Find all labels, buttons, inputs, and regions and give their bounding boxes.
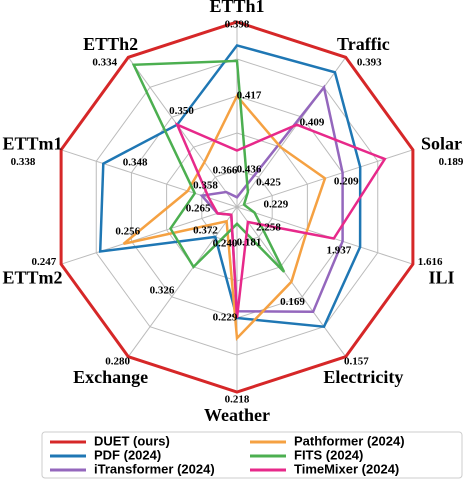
axis-name: ETTm1 — [3, 134, 63, 154]
tick-label: 0.393 — [357, 57, 382, 69]
legend-label: TimeMixer (2024) — [294, 461, 399, 476]
axis-name: Solar — [421, 134, 462, 154]
axis-name: ILI — [428, 268, 454, 288]
legend-label: Pathformer (2024) — [294, 433, 405, 448]
tick-label: 0.229 — [213, 312, 238, 324]
axis-name: Traffic — [337, 34, 390, 54]
tick-label: 0.334 — [92, 57, 117, 69]
axis-name: ETTm2 — [3, 268, 63, 288]
tick-label: 0.338 — [11, 156, 36, 168]
spoke — [236, 57, 347, 208]
tick-label: 2.258 — [256, 221, 281, 233]
axis-name: Electricity — [323, 367, 403, 387]
axis-name: Exchange — [73, 367, 148, 387]
axis-name: Weather — [204, 405, 270, 425]
tick-label: 0.169 — [280, 296, 305, 308]
tick-label: 0.181 — [237, 236, 262, 248]
tick-label: 0.372 — [193, 225, 218, 237]
legend-label: iTransformer (2024) — [94, 461, 215, 476]
tick-label: 0.425 — [256, 176, 281, 188]
series-polygon — [131, 59, 286, 273]
spoke — [60, 206, 238, 265]
tick-label: 0.247 — [32, 256, 57, 268]
tick-label: 0.189 — [439, 156, 464, 168]
legend: DUET (ours)PDF (2024)iTransformer (2024)… — [41, 431, 463, 479]
tick-label: 0.348 — [123, 157, 148, 169]
tick-label: 0.417 — [237, 90, 262, 102]
tick-label: 0.280 — [105, 356, 130, 368]
tick-label: 0.398 — [225, 19, 250, 31]
series-polygon — [59, 20, 415, 394]
tick-label: 0.326 — [150, 284, 175, 296]
series-polygon — [174, 122, 387, 319]
tick-label: 0.350 — [169, 105, 194, 117]
tick-label: 0.157 — [344, 356, 369, 368]
legend-label: PDF (2024) — [94, 447, 161, 462]
tick-label: 0.218 — [225, 394, 250, 406]
tick-label: 0.265 — [186, 202, 211, 214]
spoke — [60, 149, 238, 208]
legend-label: FITS (2024) — [294, 447, 363, 462]
tick-label: 1.616 — [418, 256, 443, 268]
series-polygon — [122, 93, 327, 342]
tick-label: 0.240 — [213, 238, 238, 250]
axis-name: ETTh1 — [209, 0, 264, 16]
tick-label: 0.209 — [334, 176, 359, 188]
spoke — [127, 57, 238, 208]
tick-label: 0.409 — [300, 117, 325, 129]
tick-label: 0.358 — [193, 180, 218, 192]
tick-label: 0.366 — [213, 165, 238, 177]
axis-name: ETTh2 — [83, 34, 138, 54]
tick-label: 0.229 — [264, 199, 289, 211]
legend-label: DUET (ours) — [94, 433, 170, 448]
tick-label: 1.937 — [326, 244, 351, 256]
tick-label: 0.436 — [237, 164, 262, 176]
spoke — [127, 206, 238, 357]
tick-label: 0.256 — [115, 225, 140, 237]
